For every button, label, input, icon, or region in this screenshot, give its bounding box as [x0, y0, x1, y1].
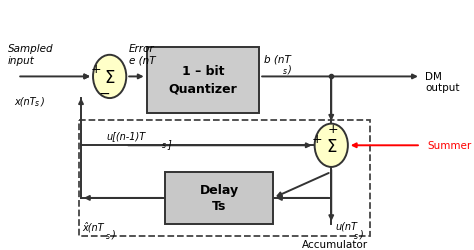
Text: $\Sigma$: $\Sigma$	[326, 138, 337, 156]
Text: Accumulator: Accumulator	[302, 239, 368, 249]
Text: Ts: Ts	[212, 200, 226, 212]
Text: +: +	[328, 122, 338, 136]
Text: Summer: Summer	[427, 141, 472, 151]
Text: b (nT: b (nT	[264, 54, 291, 64]
Text: $\Sigma$: $\Sigma$	[104, 69, 115, 87]
Text: −: −	[98, 87, 110, 101]
Text: +: +	[312, 132, 323, 145]
Text: u(nT: u(nT	[336, 221, 358, 231]
Text: s: s	[162, 141, 166, 150]
Text: ): )	[111, 229, 115, 239]
Text: s: s	[35, 99, 39, 108]
Text: x(nT: x(nT	[15, 96, 36, 106]
Text: s: s	[106, 231, 110, 240]
Text: +: +	[91, 63, 101, 76]
Text: s: s	[355, 231, 358, 240]
Text: Quantizer: Quantizer	[169, 82, 237, 95]
Ellipse shape	[93, 56, 126, 99]
Text: ): )	[360, 229, 364, 239]
Text: Sampled
input: Sampled input	[8, 44, 54, 65]
Text: Delay: Delay	[200, 183, 238, 196]
Text: ]: ]	[168, 139, 172, 149]
Text: u[(n-1)T: u[(n-1)T	[107, 131, 146, 141]
Text: 1 – bit: 1 – bit	[182, 64, 224, 77]
Text: Error
e (nT: Error e (nT	[129, 44, 155, 65]
Text: x̂(nT: x̂(nT	[82, 221, 104, 231]
Bar	[165, 172, 273, 224]
Text: ): )	[40, 96, 44, 106]
Bar	[146, 48, 259, 113]
Text: ): )	[288, 64, 292, 74]
Bar	[79, 120, 370, 236]
Text: DM
output: DM output	[426, 71, 460, 93]
Ellipse shape	[315, 124, 348, 167]
Text: s: s	[283, 66, 287, 75]
